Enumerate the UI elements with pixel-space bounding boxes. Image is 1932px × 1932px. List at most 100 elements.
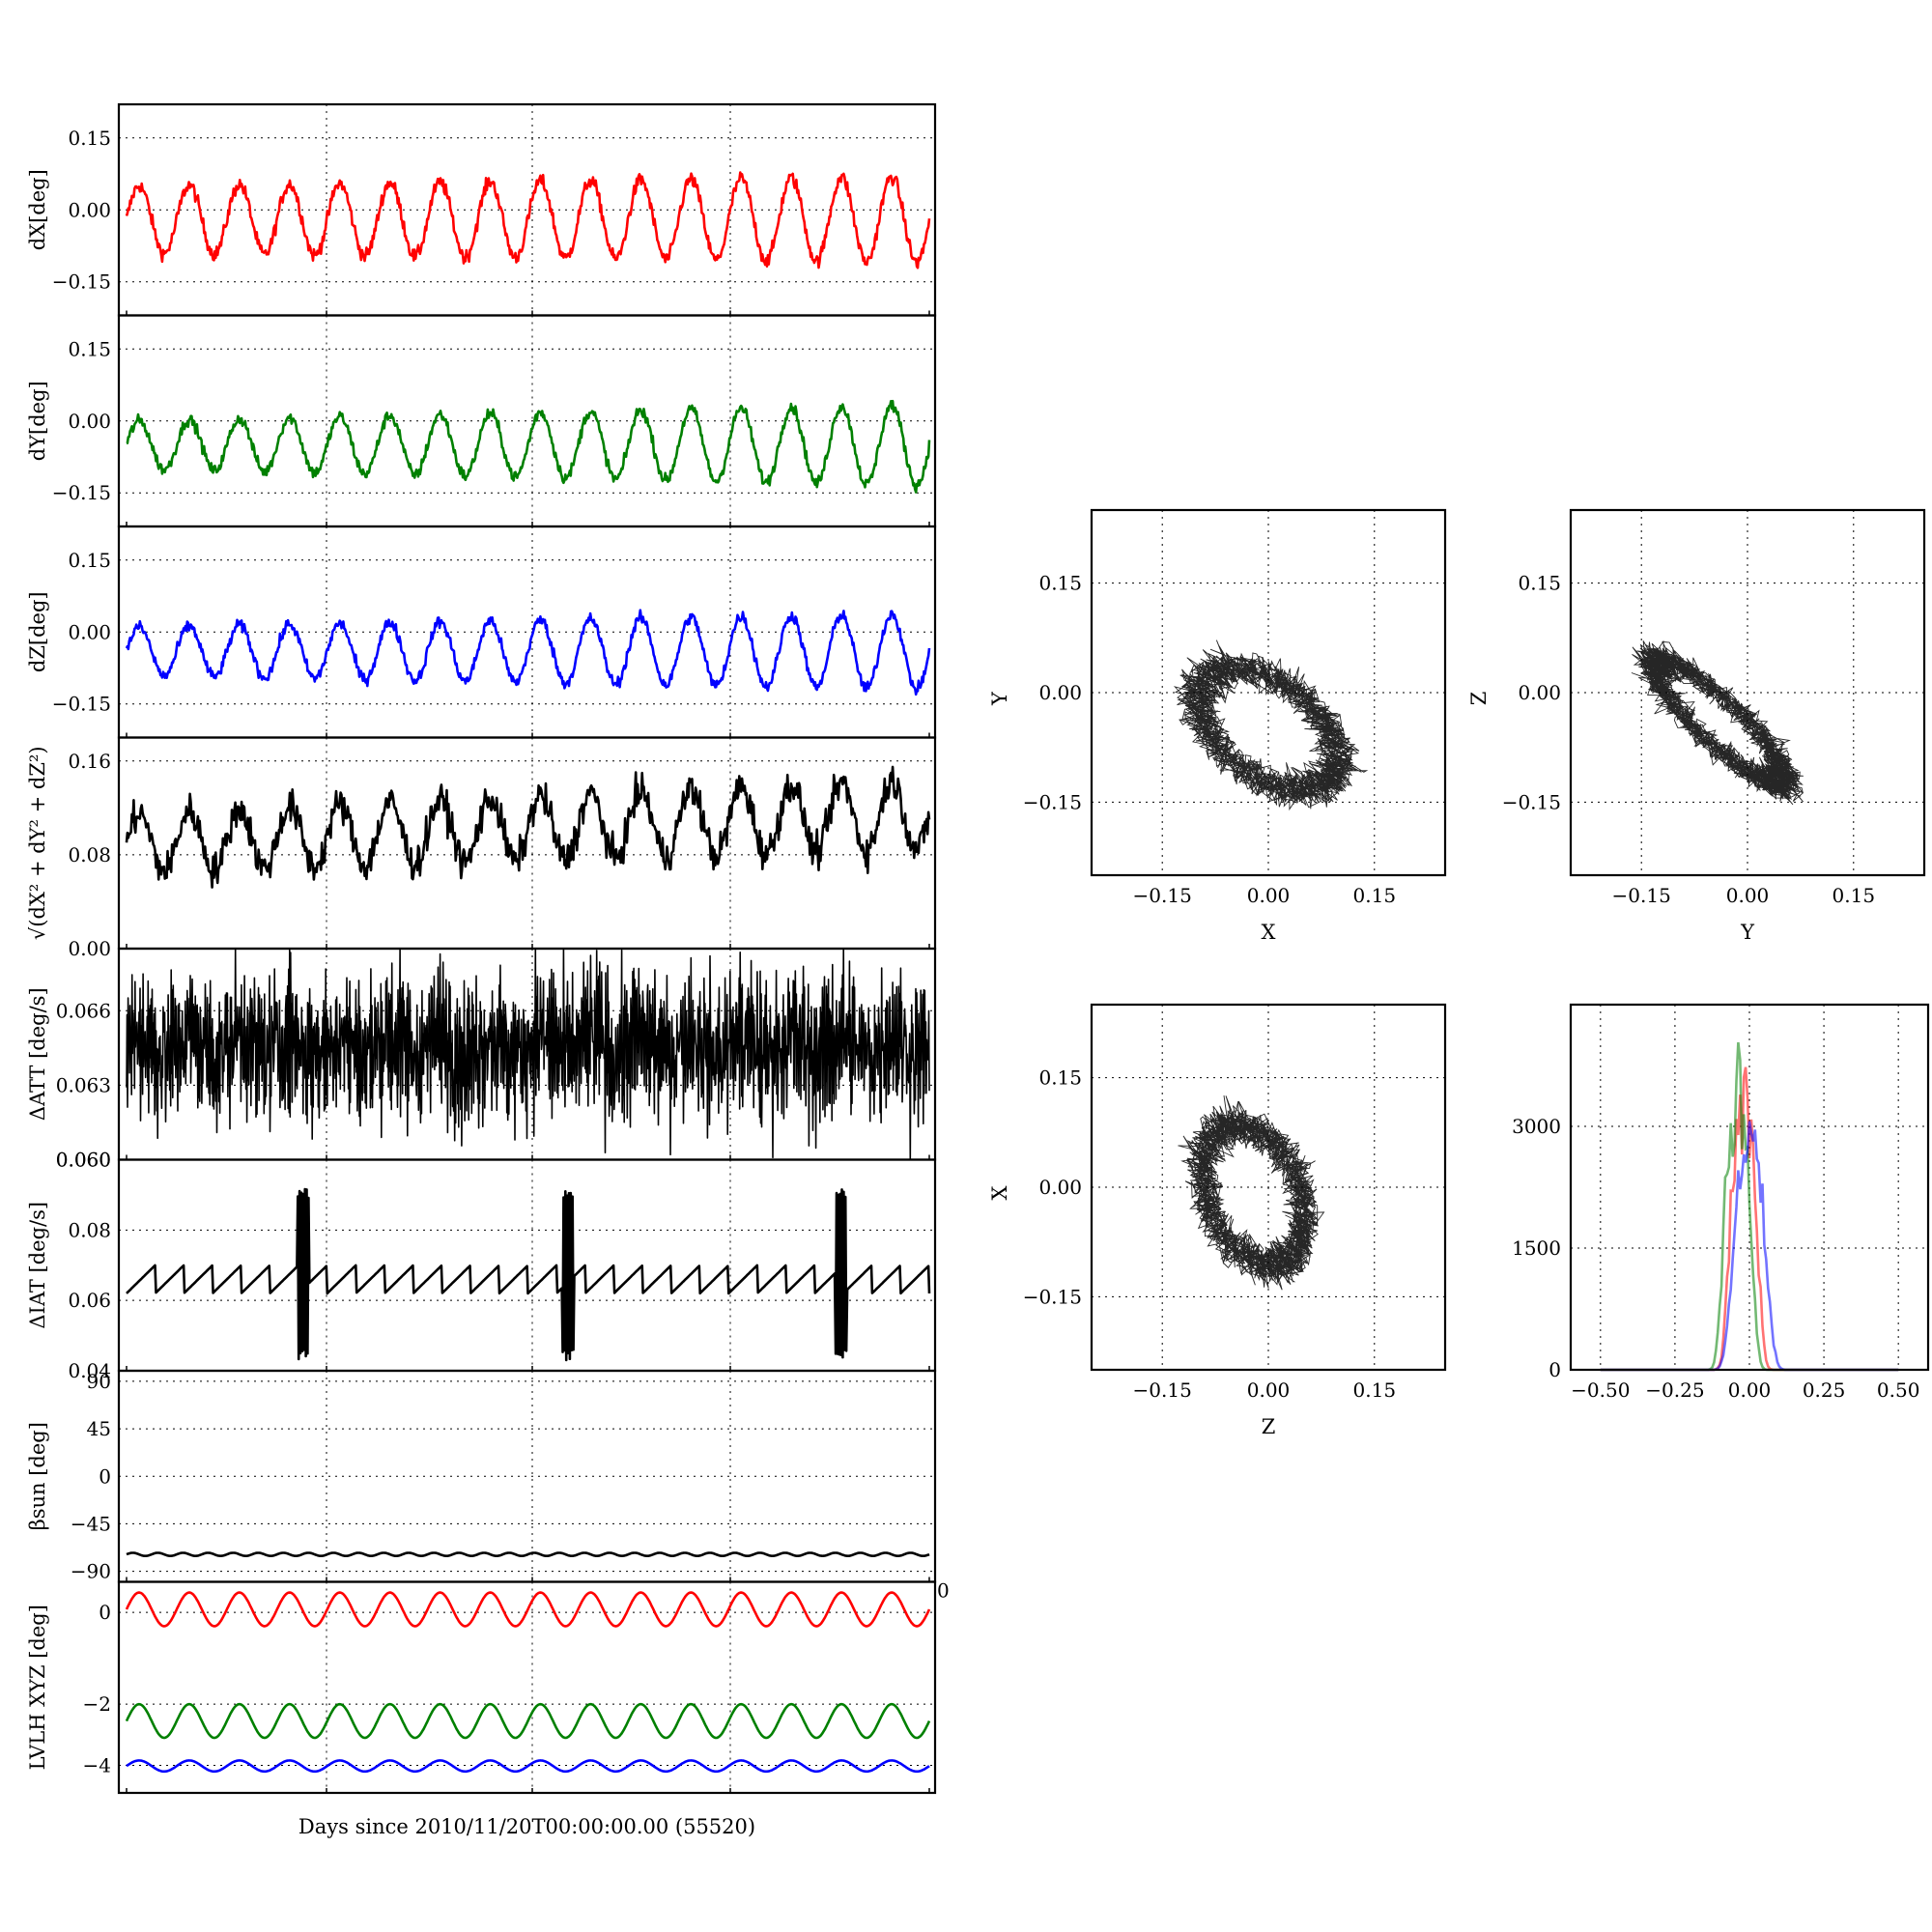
ytick-label: −0.15 — [1023, 790, 1082, 813]
ylabel: X — [988, 1185, 1011, 1200]
ytick-label: 0.16 — [68, 750, 111, 773]
series-line-2 — [126, 1759, 930, 1774]
ytick-label: 0.00 — [68, 620, 111, 643]
ytick-label: 3000 — [1512, 1115, 1561, 1138]
ytick-label: −2 — [83, 1692, 111, 1716]
ytick-label: 0.08 — [68, 1218, 111, 1241]
xtick-label: 0.15 — [1833, 884, 1876, 907]
ytick-label: 0.00 — [1038, 1176, 1082, 1199]
series-line-1 — [125, 1702, 931, 1740]
series-line-0 — [125, 765, 931, 889]
ytick-label: 0.08 — [68, 843, 111, 867]
ylabel: √(dX² + dY² + dZ²) — [26, 746, 49, 940]
ylabel: dX[deg] — [26, 169, 49, 250]
ylabel: Y — [988, 691, 1011, 706]
xtick-label: −0.15 — [1133, 884, 1192, 907]
xtick-label: 0.00 — [1247, 1378, 1291, 1402]
panel-xy: −0.15 0.00 0.15 0.15 0.00 −0.15 X Y — [988, 508, 1447, 944]
ytick-label: 0.00 — [68, 410, 111, 433]
panel-rss: 0.16 0.08 0.00 √(dX² + dY² + dZ²) — [26, 736, 937, 960]
ylabel: LVLH XYZ [deg] — [26, 1605, 49, 1770]
ytick-label: −90 — [71, 1560, 111, 1583]
panel-zx: −0.15 0.00 0.15 0.15 0.00 −0.15 Z X — [988, 1003, 1447, 1438]
ytick-label: 0.15 — [1038, 572, 1082, 595]
xtick-label: 0.25 — [1803, 1378, 1846, 1402]
panel-hist: −0.50 −0.25 0.00 0.25 0.50 3000 1500 0 — [1512, 1003, 1930, 1402]
trajectory-line — [1178, 1095, 1325, 1291]
ylabel: βsun [deg] — [26, 1422, 49, 1530]
xtick-label: −0.15 — [1133, 1378, 1192, 1402]
ytick-label: 0 — [99, 1601, 111, 1624]
panel-diat: 0.08 0.06 0.04 ΔIAT [deg/s] — [26, 1158, 937, 1382]
ytick-label: 0.15 — [68, 337, 111, 360]
ytick-label: 1500 — [1512, 1236, 1561, 1260]
ytick-label: 0.00 — [68, 937, 111, 960]
series-line-0 — [126, 1187, 931, 1362]
trajectory-line — [1631, 639, 1804, 806]
xtick-label: 0.15 — [1353, 884, 1397, 907]
xtick-label: −0.50 — [1571, 1378, 1630, 1402]
ytick-label: 0 — [99, 1464, 111, 1488]
xtick-label: 0.00 — [1247, 884, 1291, 907]
ytick-label: 0 — [1548, 1358, 1561, 1381]
ytick-label: 45 — [87, 1417, 111, 1440]
xtick-label: 0.15 — [1353, 1378, 1397, 1402]
panel-frame — [1569, 1003, 1930, 1372]
ytick-label: −45 — [71, 1512, 111, 1535]
series-line-0 — [126, 1551, 930, 1557]
xlabel: Y — [1740, 921, 1755, 944]
series-line-0 — [125, 609, 931, 696]
ytick-label: −0.15 — [52, 481, 111, 504]
ytick-label: −4 — [83, 1754, 111, 1777]
ytick-label: 90 — [87, 1370, 111, 1393]
ytick-label: −0.15 — [1023, 1285, 1082, 1308]
ytick-label: −0.15 — [52, 270, 111, 294]
xtick-label: 0.00 — [1726, 884, 1770, 907]
xtick-label: −0.15 — [1612, 884, 1671, 907]
ylabel: ΔATT [deg/s] — [26, 987, 49, 1121]
panel-frame — [1090, 1003, 1447, 1372]
xlabel: X — [1262, 921, 1276, 944]
xtick-label: 0.00 — [1728, 1378, 1772, 1402]
ytick-label: 0.063 — [56, 1073, 111, 1096]
panel-lvlh: 0 −2 −4 LVLH XYZ [deg] Days since 2010/11/20… — [26, 1580, 937, 1838]
right-edge-label: 0 — [937, 1579, 950, 1603]
panel-frame — [117, 1580, 937, 1795]
panel-beta: 90 45 0 −45 −90 βsun [deg] — [26, 1369, 937, 1583]
panel-yz: −0.15 0.00 0.15 0.15 0.00 −0.15 Y Z — [1467, 508, 1926, 944]
ytick-label: 0.066 — [56, 999, 111, 1022]
panel-frame — [1569, 508, 1926, 877]
ylabel: ΔIAT [deg/s] — [26, 1202, 49, 1329]
ytick-label: 0.00 — [1038, 681, 1082, 704]
ytick-label: 0.15 — [1038, 1066, 1082, 1090]
overlap-tick-label: 0.060 — [56, 1149, 111, 1172]
series-line-0 — [126, 948, 930, 1160]
ytick-label: 0.15 — [68, 549, 111, 572]
ytick-label: 0.00 — [68, 198, 111, 221]
xlabel: Days since 2010/11/20T00:00:00.00 (55520… — [298, 1815, 755, 1838]
ytick-label: 0.06 — [68, 1289, 111, 1312]
ytick-label: 0.15 — [1518, 572, 1561, 595]
panel-datt: 0.066 0.063 0.060 ΔATT [deg/s] — [26, 947, 937, 1172]
ytick-label: −0.15 — [1502, 790, 1561, 813]
series-line-0 — [125, 1591, 931, 1628]
ytick-label: 0.15 — [68, 127, 111, 150]
ylabel: Z — [1467, 692, 1491, 706]
series-line-0 — [126, 399, 931, 494]
ytick-label: 0.060 — [56, 1149, 111, 1172]
ylabel: dY[deg] — [26, 381, 49, 461]
xtick-label: −0.25 — [1645, 1378, 1704, 1402]
panel-frame — [1090, 508, 1447, 877]
ytick-label: 0.04 — [68, 1359, 111, 1382]
ytick-label: −0.15 — [52, 693, 111, 716]
hist-line-2 — [1600, 1121, 1899, 1372]
hist-line-1 — [1600, 1041, 1899, 1372]
xlabel: Z — [1262, 1415, 1276, 1438]
series-line-0 — [125, 171, 931, 270]
xtick-label: 0.50 — [1877, 1378, 1920, 1402]
trajectory-line — [1173, 639, 1369, 811]
